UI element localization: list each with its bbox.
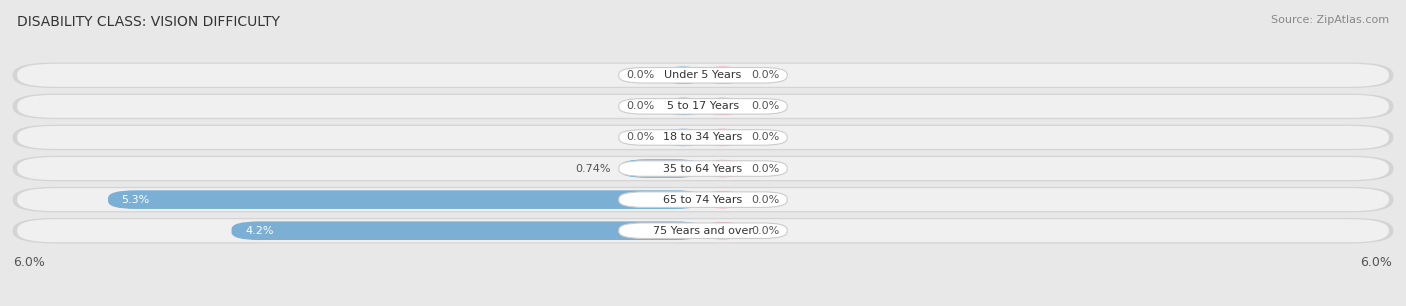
FancyBboxPatch shape <box>13 218 1393 244</box>
FancyBboxPatch shape <box>17 64 1389 87</box>
FancyBboxPatch shape <box>664 66 703 85</box>
Text: 0.0%: 0.0% <box>627 101 655 111</box>
Text: 5.3%: 5.3% <box>121 195 150 205</box>
Text: 0.0%: 0.0% <box>627 132 655 143</box>
FancyBboxPatch shape <box>17 126 1389 149</box>
FancyBboxPatch shape <box>703 159 742 178</box>
FancyBboxPatch shape <box>619 99 787 114</box>
FancyBboxPatch shape <box>619 68 787 83</box>
FancyBboxPatch shape <box>619 130 787 145</box>
Text: 18 to 34 Years: 18 to 34 Years <box>664 132 742 143</box>
FancyBboxPatch shape <box>17 157 1389 180</box>
FancyBboxPatch shape <box>13 125 1393 150</box>
FancyBboxPatch shape <box>108 190 703 209</box>
Text: 0.0%: 0.0% <box>751 195 779 205</box>
FancyBboxPatch shape <box>13 156 1393 181</box>
Text: 65 to 74 Years: 65 to 74 Years <box>664 195 742 205</box>
Text: 0.0%: 0.0% <box>751 132 779 143</box>
Text: 0.0%: 0.0% <box>751 70 779 80</box>
FancyBboxPatch shape <box>17 219 1389 242</box>
FancyBboxPatch shape <box>13 62 1393 88</box>
Text: DISABILITY CLASS: VISION DIFFICULTY: DISABILITY CLASS: VISION DIFFICULTY <box>17 15 280 29</box>
FancyBboxPatch shape <box>619 161 787 176</box>
FancyBboxPatch shape <box>13 187 1393 212</box>
Text: 0.0%: 0.0% <box>751 163 779 174</box>
Text: 0.0%: 0.0% <box>751 226 779 236</box>
Text: 75 Years and over: 75 Years and over <box>652 226 754 236</box>
FancyBboxPatch shape <box>703 97 742 116</box>
FancyBboxPatch shape <box>703 66 742 85</box>
FancyBboxPatch shape <box>703 221 742 240</box>
FancyBboxPatch shape <box>232 221 703 240</box>
Text: 4.2%: 4.2% <box>245 226 274 236</box>
Text: 35 to 64 Years: 35 to 64 Years <box>664 163 742 174</box>
Text: 0.0%: 0.0% <box>627 70 655 80</box>
FancyBboxPatch shape <box>703 128 742 147</box>
FancyBboxPatch shape <box>17 188 1389 211</box>
Text: 0.74%: 0.74% <box>575 163 612 174</box>
FancyBboxPatch shape <box>620 159 703 178</box>
FancyBboxPatch shape <box>619 192 787 207</box>
FancyBboxPatch shape <box>13 94 1393 119</box>
FancyBboxPatch shape <box>17 95 1389 118</box>
Text: Under 5 Years: Under 5 Years <box>665 70 741 80</box>
Text: 5 to 17 Years: 5 to 17 Years <box>666 101 740 111</box>
Text: Source: ZipAtlas.com: Source: ZipAtlas.com <box>1271 15 1389 25</box>
FancyBboxPatch shape <box>619 223 787 238</box>
FancyBboxPatch shape <box>664 128 703 147</box>
Text: 0.0%: 0.0% <box>751 101 779 111</box>
FancyBboxPatch shape <box>703 190 742 209</box>
FancyBboxPatch shape <box>664 97 703 116</box>
